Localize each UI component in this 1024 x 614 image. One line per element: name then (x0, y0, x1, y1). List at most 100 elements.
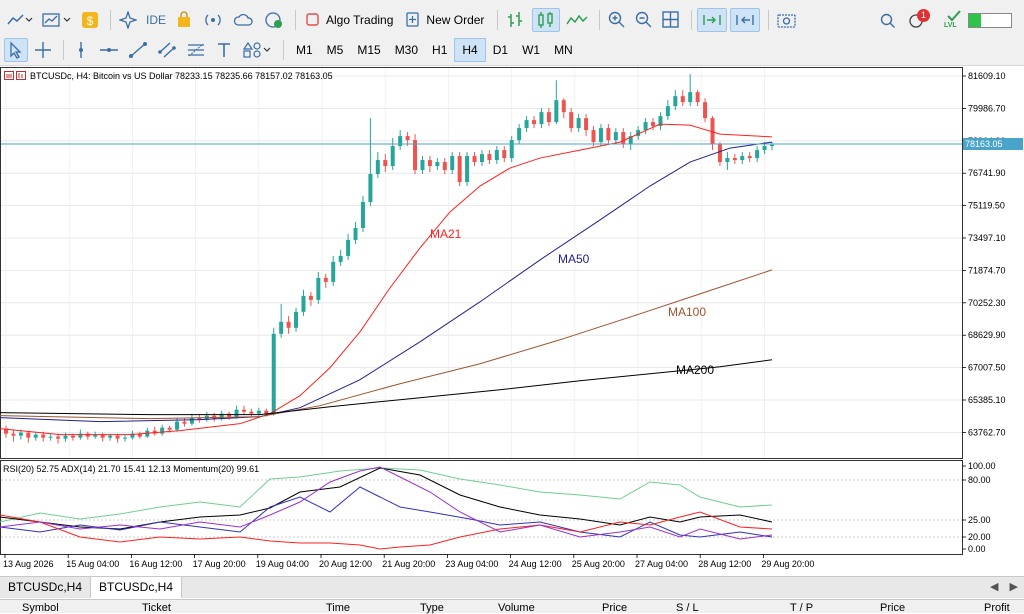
horizontal-line-icon[interactable] (96, 38, 122, 62)
col-time[interactable]: Time (326, 602, 351, 614)
crosshair-icon[interactable] (31, 38, 55, 62)
timeframe-m5[interactable]: M5 (326, 42, 344, 57)
current-price-tag (963, 138, 1023, 150)
vertical-line-icon[interactable] (69, 38, 93, 62)
timeframe-d1[interactable]: D1 (492, 42, 509, 57)
algo-trading-button[interactable]: Algo Trading (301, 8, 398, 32)
timeframe-mn[interactable]: MN (554, 42, 573, 57)
price-label: 68629.90 (968, 330, 1006, 340)
separator (283, 39, 284, 60)
candle-body (695, 92, 700, 103)
chart-window-icon (4, 71, 26, 80)
col-price-current[interactable]: Price (880, 602, 906, 614)
time-label: 15 Aug 04:00 (66, 559, 119, 569)
shapes-icon[interactable] (239, 38, 275, 62)
col-profit[interactable]: Profit (984, 602, 1010, 614)
col-price[interactable]: Price (602, 602, 628, 614)
timeframe-h1[interactable]: H1 (432, 42, 448, 57)
ma-label: MA50 (558, 252, 590, 266)
timeframe-h4[interactable]: H4 (454, 37, 486, 62)
time-label: 20 Aug 12:00 (319, 559, 372, 569)
screenshot-icon[interactable] (774, 8, 800, 32)
separator (110, 9, 111, 30)
axes: 81609.1079986.7078364.3076741.9075119.50… (3, 71, 1023, 569)
candle-body (301, 295, 306, 312)
timeframe-m1[interactable]: M1 (296, 42, 313, 57)
candle-body (108, 435, 113, 438)
candlestick-icon[interactable] (532, 7, 561, 32)
tab-left-icon[interactable]: ◀ (990, 581, 999, 593)
cursor-icon[interactable] (4, 37, 28, 62)
tab-chart-1[interactable]: BTCUSDc,H4 (0, 577, 92, 598)
price-label: 76741.90 (968, 168, 1006, 178)
col-sl[interactable]: S / L (676, 602, 699, 614)
cloud-icon[interactable] (230, 8, 258, 32)
chart-shift-icon[interactable] (730, 7, 761, 32)
dollar-icon[interactable]: $ (78, 8, 102, 32)
tab-chart-2[interactable]: BTCUSDc,H4 (91, 577, 183, 598)
col-type[interactable]: Type (420, 602, 444, 614)
time-label: 27 Aug 04:00 (635, 559, 688, 569)
price-label: 63762.70 (968, 427, 1006, 437)
timeframe-m30[interactable]: M30 (394, 42, 419, 57)
candle-body (160, 427, 165, 434)
zoom-in-icon[interactable] (605, 8, 629, 32)
col-tp[interactable]: T / P (790, 602, 814, 614)
separator (599, 9, 601, 30)
candle-body (665, 106, 670, 117)
candle-body (732, 158, 737, 161)
bar-chart-icon[interactable] (503, 8, 529, 32)
time-label: 24 Aug 12:00 (509, 559, 562, 569)
candle-body (197, 417, 202, 420)
search-icon[interactable] (876, 9, 900, 33)
candle-body (93, 434, 98, 437)
text-tool-icon[interactable] (212, 38, 236, 62)
signal-icon[interactable] (199, 8, 227, 32)
vps-globe-icon[interactable] (261, 8, 287, 32)
candle-body (450, 156, 455, 171)
chart-tabs: BTCUSDc,H4 BTCUSDc,H4 ◀ ▶ (0, 576, 1024, 598)
fibonacci-icon[interactable] (183, 38, 209, 62)
autoscroll-icon[interactable] (697, 7, 728, 32)
time-label: 25 Aug 20:00 (572, 559, 625, 569)
candle-body (755, 150, 760, 159)
price-label: 73497.10 (968, 233, 1006, 243)
timeframe-w1[interactable]: W1 (522, 42, 541, 57)
timeframe-selector: M1 M5 M15 M30 H1 H4 D1 W1 MN (289, 37, 580, 62)
channel-icon[interactable] (154, 38, 180, 62)
tile-windows-icon[interactable] (659, 8, 683, 32)
chart-type-icon[interactable] (4, 8, 36, 32)
candle-body (569, 112, 574, 129)
col-symbol[interactable]: Symbol (22, 602, 59, 614)
candle-body (122, 437, 127, 439)
new-order-button[interactable]: New Order (401, 8, 489, 32)
time-label: 17 Aug 20:00 (193, 559, 246, 569)
col-volume[interactable]: Volume (498, 602, 535, 614)
candle-body (524, 120, 529, 129)
time-label: 23 Aug 04:00 (445, 559, 498, 569)
notification-button[interactable]: 1 (906, 9, 930, 31)
market-bag-icon[interactable] (172, 8, 196, 32)
level-check-icon (947, 10, 961, 22)
candle-body (413, 140, 418, 171)
sparkle-icon[interactable] (116, 8, 140, 32)
candle-body (606, 128, 611, 141)
tab-right-icon[interactable]: ▶ (1009, 581, 1018, 593)
price-label: 70252.30 (968, 298, 1006, 308)
candle-body (688, 92, 693, 103)
candle-body (398, 136, 403, 147)
zoom-out-icon[interactable] (632, 8, 656, 32)
candle-body (264, 410, 269, 414)
tab-nav: ◀ ▶ (990, 580, 1018, 593)
line-chart-icon[interactable] (563, 8, 591, 32)
indicators-icon[interactable] (39, 8, 75, 32)
minus-di-line (0, 511, 773, 550)
col-ticket[interactable]: Ticket (142, 602, 171, 614)
trendline-icon[interactable] (125, 38, 151, 62)
ide-button[interactable]: IDE (143, 8, 169, 32)
timeframe-m15[interactable]: M15 (357, 42, 381, 57)
time-label: 28 Aug 12:00 (698, 559, 751, 569)
level-indicator[interactable]: LVL (943, 9, 965, 31)
